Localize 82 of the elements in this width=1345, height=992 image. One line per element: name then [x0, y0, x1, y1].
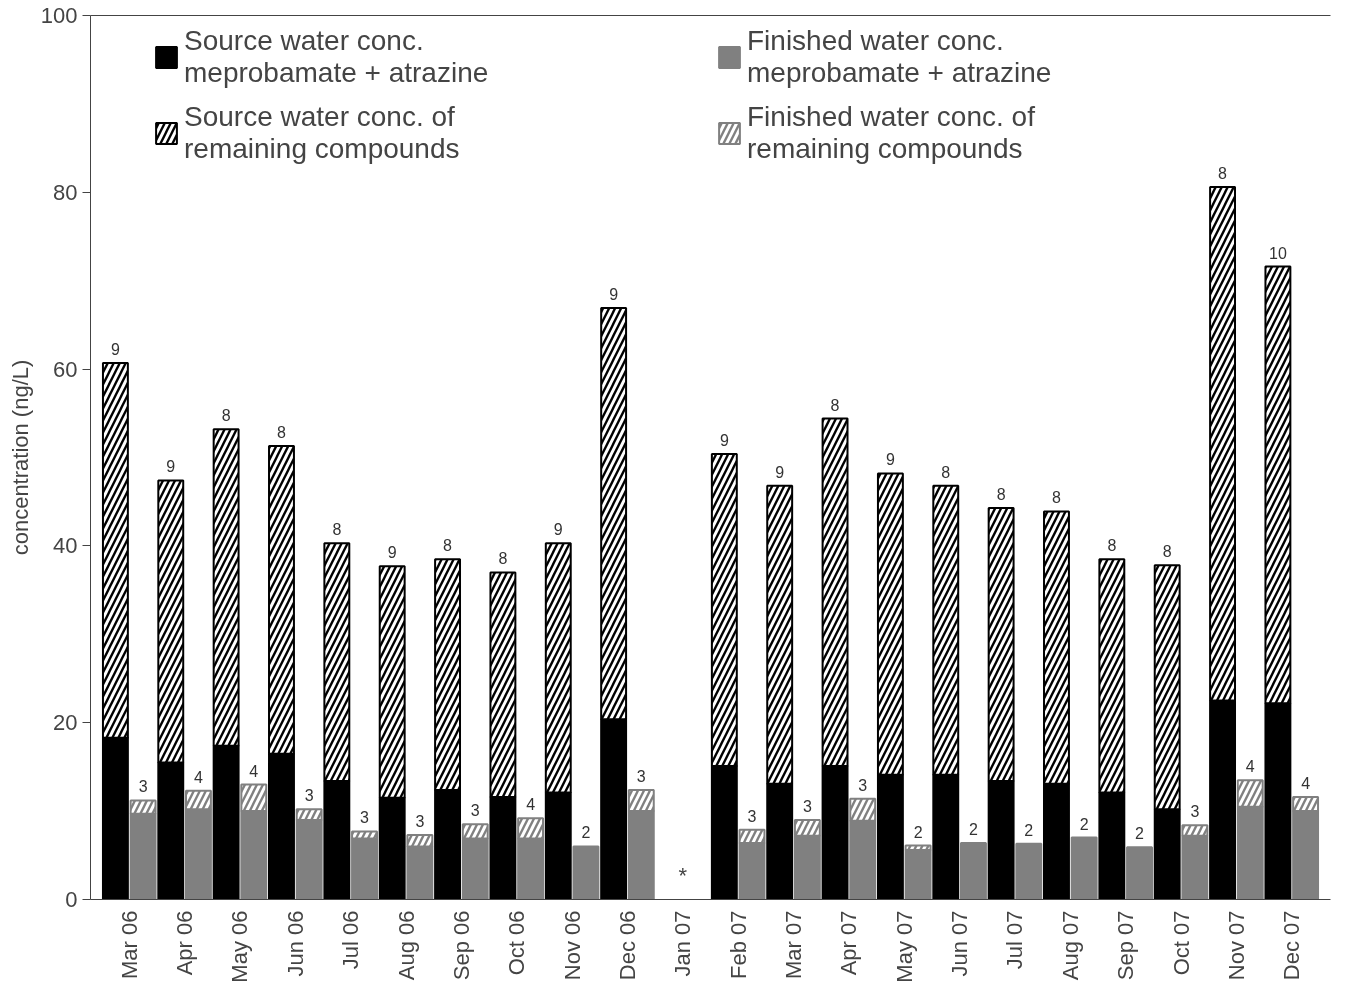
x-tick-label: Sep 07: [1113, 910, 1139, 981]
annotation: 2: [1135, 825, 1145, 843]
annotation: 2: [581, 824, 591, 842]
y-tick-label: 40: [53, 533, 78, 559]
x-tick-label: Jan 07: [670, 910, 696, 977]
bar: [1015, 842, 1043, 900]
annotation: 9: [885, 451, 895, 469]
annotation: 9: [775, 463, 785, 481]
x-tick-label: Apr 06: [172, 910, 198, 976]
y-axis-title: concentration (ng/L): [7, 359, 33, 556]
y-tick-label: 80: [53, 179, 78, 205]
legend-label: Source water conc. meprobamate + atrazine: [184, 25, 490, 89]
annotation: 4: [1245, 758, 1255, 776]
y-tick-label: 60: [53, 356, 78, 382]
annotation: 3: [747, 807, 757, 825]
annotation: 8: [941, 463, 951, 481]
annotation: 8: [498, 550, 508, 568]
annotation: 9: [166, 458, 176, 476]
legend-label: Finished water conc. meprobamate + atrazine: [747, 25, 1053, 89]
annotation: 9: [609, 286, 619, 304]
x-tick-label: Mar 06: [116, 910, 142, 979]
x-tick-label: Aug 07: [1057, 910, 1083, 981]
annotation: 8: [1162, 543, 1172, 561]
annotation: 8: [332, 521, 342, 539]
x-tick-label: Dec 07: [1279, 910, 1305, 981]
annotation: 3: [138, 778, 148, 796]
annotation: 2: [913, 823, 923, 841]
annotation: 8: [1218, 165, 1228, 182]
y-tick-label: 20: [53, 710, 78, 736]
bar: [1070, 836, 1098, 900]
annotation: 3: [1190, 803, 1200, 821]
annotation: 3: [636, 767, 646, 785]
annotation: 9: [387, 544, 397, 562]
annotation: *: [678, 862, 688, 888]
annotation: 8: [830, 396, 840, 414]
x-tick-label: May 07: [891, 910, 917, 983]
annotation: 4: [194, 768, 203, 786]
x-tick-label: Jun 07: [947, 910, 973, 977]
annotation: 4: [249, 762, 259, 780]
x-tick-label: Oct 06: [504, 910, 530, 976]
annotation: 3: [415, 812, 425, 830]
annotation: 8: [1052, 489, 1062, 507]
annotation: 2: [1079, 815, 1089, 833]
x-tick-label: Nov 07: [1223, 910, 1249, 981]
annotation: 3: [802, 797, 812, 815]
annotation: 9: [110, 340, 120, 358]
x-tick-label: Jul 07: [1002, 910, 1028, 970]
annotation: 2: [1024, 821, 1034, 839]
annotation: 8: [443, 537, 453, 555]
annotation: 8: [221, 407, 231, 425]
x-tick-label: Jul 06: [338, 910, 364, 970]
x-tick-label: Feb 07: [725, 910, 751, 979]
bar: [959, 841, 987, 900]
x-tick-label: Oct 07: [1168, 910, 1194, 976]
annotation: 8: [1107, 537, 1117, 555]
x-tick-label: May 06: [227, 910, 253, 983]
x-tick-label: Nov 06: [559, 910, 585, 981]
annotation: 3: [470, 802, 480, 820]
legend-label: Finished water conc. of remaining compounds: [747, 101, 1036, 165]
x-tick-label: Mar 07: [781, 910, 807, 979]
annotation: 3: [858, 776, 868, 794]
x-tick-label: Jun 06: [282, 910, 308, 977]
bar: [572, 845, 600, 900]
bar: [904, 849, 932, 900]
annotation: 9: [553, 521, 563, 539]
annotation: 9: [719, 431, 729, 449]
annotation: 10: [1269, 244, 1287, 262]
bar: [1126, 846, 1153, 900]
x-tick-label: Aug 06: [393, 910, 419, 981]
annotation: 8: [277, 424, 287, 442]
annotation: 3: [304, 787, 314, 805]
annotation: 4: [1301, 774, 1311, 792]
x-tick-label: Dec 06: [614, 910, 640, 981]
legend-label: Source water conc. of remaining compounds: [184, 101, 461, 165]
annotation: 2: [969, 820, 978, 838]
annotation: 4: [526, 796, 536, 814]
annotation: 8: [996, 485, 1006, 503]
y-tick-label: 100: [40, 3, 78, 28]
annotation: 3: [360, 809, 370, 827]
x-tick-label: Apr 07: [836, 910, 862, 976]
y-tick-label: 0: [65, 887, 78, 912]
x-tick-label: Sep 06: [448, 910, 474, 981]
